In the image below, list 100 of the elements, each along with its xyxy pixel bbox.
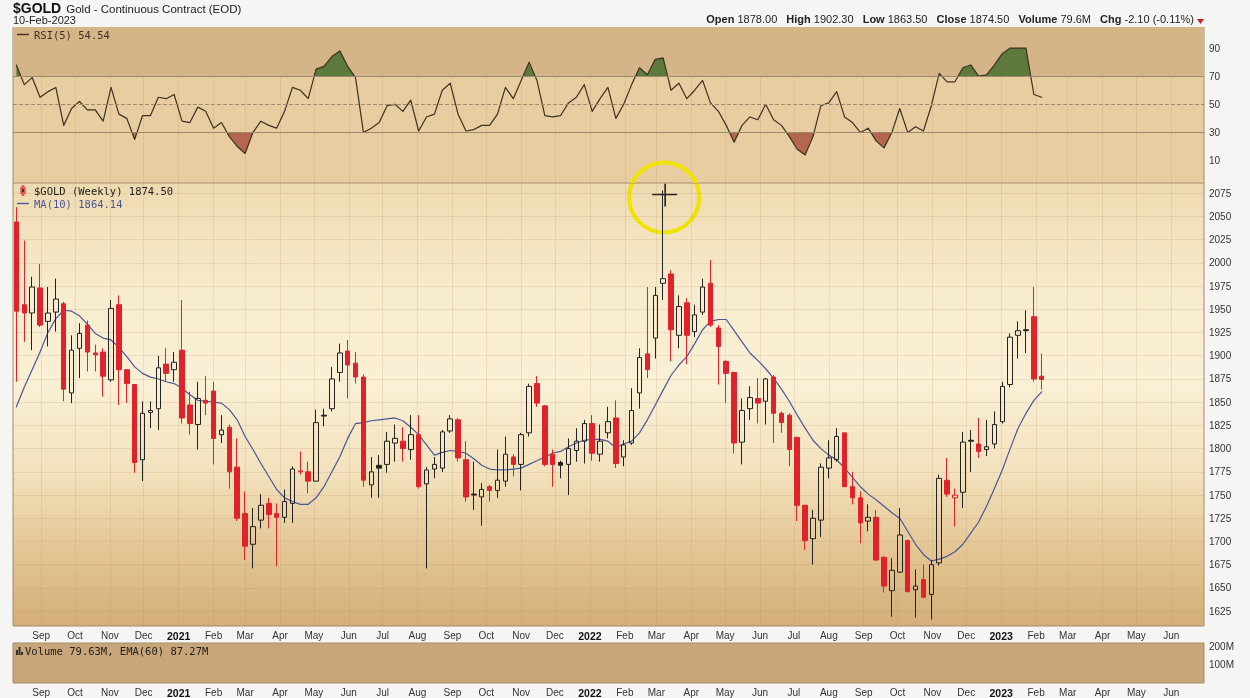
x-tick-label: Mar — [236, 629, 255, 641]
candlestick — [660, 189, 666, 301]
y-tick-label: 2050 — [1209, 210, 1232, 222]
candlestick — [518, 432, 524, 491]
candlestick — [897, 507, 903, 574]
candlestick — [369, 456, 374, 499]
x-tick-label: 2023 — [989, 686, 1014, 698]
candlestick — [124, 369, 130, 404]
candlestick — [69, 334, 74, 404]
candlestick — [984, 419, 989, 457]
x-tick-label: Mar — [236, 686, 255, 698]
y-tick-label: 1950 — [1209, 303, 1232, 315]
x-tick-label: May — [1126, 686, 1146, 698]
text: 10-Feb-2023 — [13, 14, 76, 27]
x-tick-label: Dec — [134, 686, 153, 698]
candlestick — [61, 301, 66, 402]
x-tick-label: Apr — [1094, 686, 1112, 698]
x-tick-label: Jun — [1163, 686, 1180, 698]
x-tick-label: Dec — [546, 686, 564, 698]
candlestick — [290, 465, 295, 524]
candlestick — [566, 437, 571, 496]
x-tick-label: Jun — [340, 686, 357, 698]
y-tick-label: 200M — [1209, 641, 1235, 653]
legend-label: MA(10) 1864.14 — [34, 197, 123, 210]
candlestick — [487, 484, 492, 503]
y-tick-label: 1725 — [1209, 512, 1232, 524]
legend-label: $GOLD (Weekly) 1874.50 — [34, 184, 174, 197]
candlestick — [968, 429, 974, 473]
y-tick-label: 1850 — [1209, 396, 1232, 408]
candlestick — [163, 347, 169, 383]
candlestick — [258, 493, 264, 529]
y-tick-label: 30 — [1209, 126, 1221, 138]
x-tick-label: Oct — [478, 629, 495, 641]
candlestick — [440, 429, 445, 473]
x-tick-label: May — [304, 629, 324, 641]
candlestick — [298, 450, 303, 476]
y-tick-label: 1875 — [1209, 373, 1232, 385]
candlestick — [771, 374, 776, 444]
x-tick-label: Oct — [889, 686, 906, 698]
candlestick — [558, 460, 563, 479]
candlestick — [755, 377, 761, 425]
y-tick-label: 1650 — [1209, 582, 1232, 594]
x-tick-label: 2023 — [989, 629, 1014, 642]
x-tick-label: Sep — [854, 629, 874, 641]
x-tick-label: Feb — [1027, 686, 1046, 698]
x-tick-label: Jul — [787, 686, 801, 698]
candlestick — [171, 351, 177, 383]
candlestick — [321, 408, 327, 427]
candlestick — [889, 557, 895, 618]
candlestick — [850, 471, 855, 505]
candlestick — [700, 278, 705, 316]
candlestick — [274, 502, 279, 568]
x-tick-label: Feb — [616, 686, 634, 698]
candlestick — [179, 299, 185, 425]
candlestick — [313, 409, 319, 482]
x-tick-label: May — [715, 686, 735, 698]
x-tick-label: Apr — [272, 629, 289, 641]
candlestick — [976, 417, 981, 459]
candlestick — [305, 461, 311, 494]
candlestick — [203, 375, 208, 416]
candlestick — [219, 414, 224, 444]
y-tick-label: 1675 — [1209, 559, 1232, 571]
x-tick-label: Mar — [1059, 686, 1077, 698]
x-tick-label: Oct — [67, 629, 83, 641]
candlestick — [842, 432, 847, 488]
candlestick — [22, 240, 27, 343]
x-tick-label: Feb — [1027, 629, 1046, 641]
legend-label: RSI(5) 54.54 — [34, 28, 110, 41]
x-tick-label: May — [1126, 629, 1146, 641]
candlestick — [810, 509, 816, 566]
line-series — [15, 47, 1043, 156]
candlestick — [865, 503, 871, 532]
candlestick — [503, 436, 508, 488]
candlestick — [1031, 286, 1037, 383]
candlestick — [384, 431, 390, 474]
y-tick-label: 1975 — [1209, 280, 1232, 292]
candlestick — [148, 400, 153, 429]
candlestick — [471, 461, 477, 511]
y-tick-label: 2025 — [1209, 234, 1232, 246]
candlestick — [913, 568, 918, 619]
candlestick — [802, 504, 808, 551]
candlestick — [818, 462, 824, 538]
x-tick-label: Mar — [647, 629, 666, 641]
candlestick — [716, 324, 721, 386]
candlestick — [747, 385, 753, 421]
candlestick — [921, 564, 926, 599]
candlestick — [731, 371, 737, 454]
x-tick-label: 2021 — [166, 629, 191, 642]
x-tick-label: Oct — [889, 629, 906, 641]
candlestick — [432, 456, 437, 479]
candlestick — [250, 507, 256, 569]
candlestick — [597, 423, 603, 463]
candlestick — [763, 377, 768, 425]
y-tick-label: 1775 — [1209, 466, 1232, 478]
candlestick — [834, 427, 839, 463]
candlestick — [589, 414, 595, 462]
candlestick — [345, 339, 350, 399]
candlestick — [905, 539, 910, 594]
x-tick-label: 2022 — [578, 629, 602, 642]
x-tick-label: Dec — [957, 686, 976, 698]
